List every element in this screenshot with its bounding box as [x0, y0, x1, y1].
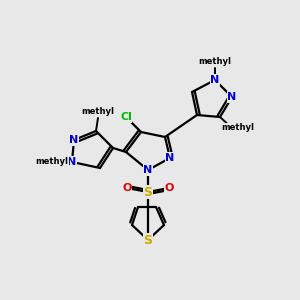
Text: S: S [143, 185, 152, 199]
Text: methyl: methyl [35, 158, 68, 166]
Text: N: N [68, 157, 76, 167]
Text: N: N [69, 135, 79, 145]
Text: S: S [143, 233, 152, 247]
Text: N: N [227, 92, 237, 102]
Text: O: O [164, 183, 174, 193]
Text: Cl: Cl [120, 112, 132, 122]
Text: N: N [165, 153, 175, 163]
Text: N: N [210, 75, 220, 85]
Text: O: O [122, 183, 132, 193]
Text: N: N [143, 165, 153, 175]
Text: methyl: methyl [82, 107, 115, 116]
Text: methyl: methyl [221, 124, 254, 133]
Text: methyl: methyl [199, 58, 232, 67]
